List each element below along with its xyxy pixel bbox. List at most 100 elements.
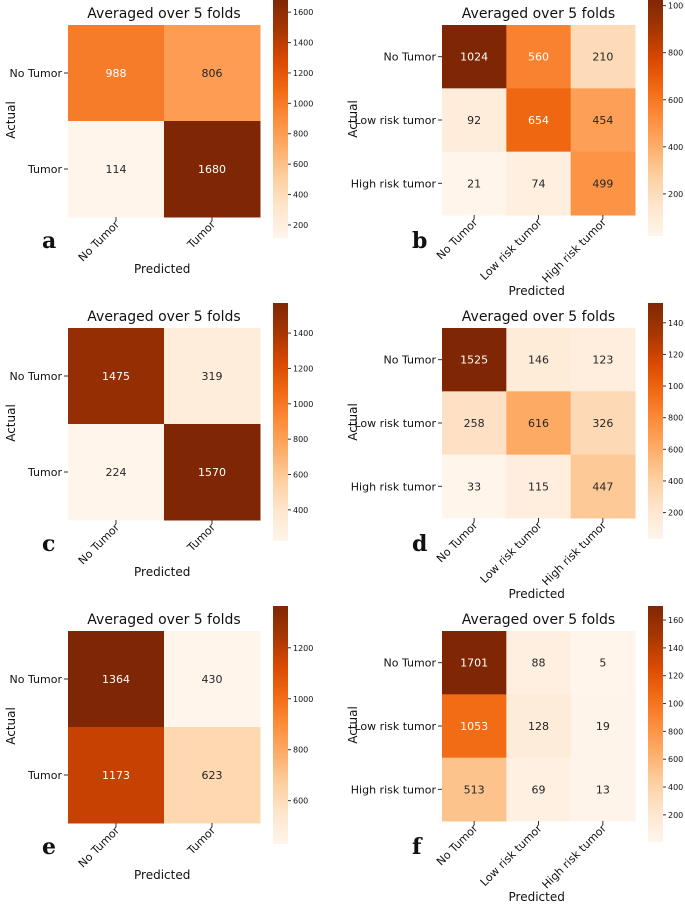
cell-value-label: 430 — [202, 673, 223, 686]
x-tick-label: Low risk tumor — [478, 216, 545, 283]
y-tick-label: Tumor — [27, 769, 62, 782]
x-axis-label: Predicted — [508, 890, 565, 904]
heatmap-cell — [570, 694, 636, 759]
x-tick-label: High risk tumor — [540, 216, 610, 286]
y-axis-label: Actual — [3, 404, 18, 442]
x-axis-label: Predicted — [508, 587, 565, 601]
heatmap-e: 1364 430 1173 623 No Tumor Tumor No Tumor Tumor… — [10, 606, 313, 871]
y-axis-label: Actual — [345, 403, 360, 441]
x-tick-label: Tumor — [184, 218, 218, 252]
colorbar-tick-label: 800 — [668, 49, 683, 58]
panel-b: 1024 560 210 92 654 454 21 74 499 No Tumor Low ris… — [342, 0, 684, 303]
x-axis-label: Predicted — [508, 284, 565, 298]
y-tick-label: High risk tumor — [351, 177, 437, 190]
colorbar-tick-label: 800 — [668, 727, 683, 736]
y-tick-label: High risk tumor — [351, 783, 437, 796]
heatmap-cell — [164, 727, 261, 824]
colorbar-tick-label: 1000 — [668, 700, 684, 709]
cell-value-label: 1680 — [198, 163, 226, 176]
cell-value-label: 1525 — [460, 354, 488, 367]
colorbar-tick-label: 1200 — [293, 69, 313, 78]
x-tick-label: No Tumor — [76, 824, 123, 871]
y-tick-label: Low risk tumor — [354, 114, 436, 127]
panel-f: 1701 88 5 1053 128 19 513 69 13 No Tumor Low risk … — [342, 606, 684, 909]
cell-value-label: 319 — [202, 370, 223, 383]
x-tick-label: High risk tumor — [540, 519, 610, 589]
heatmap-cell — [442, 88, 507, 153]
panel-letter: f — [412, 834, 422, 860]
y-tick-label: No Tumor — [384, 51, 437, 64]
colorbar — [648, 303, 663, 539]
chart-title: Averaged over 5 folds — [87, 6, 241, 22]
heatmap-cell — [506, 328, 572, 392]
colorbar-tick-label: 1600 — [293, 8, 313, 17]
cell-value-label: 115 — [528, 480, 549, 493]
colorbar-tick-label: 1400 — [668, 644, 684, 653]
heatmap-cell — [164, 328, 261, 425]
heatmap-cell — [506, 694, 572, 759]
chart-title: Averaged over 5 folds — [461, 6, 616, 22]
colorbar-tick-label: 1400 — [293, 39, 313, 48]
cell-value-label: 499 — [592, 177, 613, 190]
x-tick-label: Low risk tumor — [478, 822, 545, 889]
colorbar-tick-label: 600 — [668, 445, 683, 454]
cell-value-label: 1570 — [198, 466, 226, 479]
heatmap-cell — [442, 151, 507, 216]
x-tick-label: No Tumor — [434, 216, 481, 263]
y-axis-label: Actual — [345, 706, 360, 744]
heatmap-cell — [164, 631, 261, 728]
cell-value-label: 74 — [532, 177, 546, 190]
cell-value-label: 114 — [106, 163, 127, 176]
cell-value-label: 258 — [464, 417, 485, 430]
colorbar-tick-label: 1200 — [293, 644, 313, 653]
heatmap-cell — [442, 757, 507, 822]
heatmap-cell — [506, 631, 572, 695]
colorbar-tick-label: 1000 — [668, 382, 684, 391]
cell-value-label: 513 — [464, 783, 485, 796]
cell-value-label: 1364 — [102, 673, 130, 686]
colorbar-tick-label: 400 — [668, 143, 683, 152]
chart-title: Averaged over 5 folds — [461, 612, 616, 628]
colorbar-tick-label: 800 — [668, 414, 683, 423]
heatmap-cell — [570, 328, 636, 392]
cell-value-label: 88 — [532, 657, 546, 670]
heatmap-c: 1475 319 224 1570 No Tumor Tumor No Tumor Tumor… — [10, 303, 313, 567]
heatmap-cell — [442, 391, 507, 456]
colorbar-tick-label: 600 — [293, 160, 308, 169]
heatmap-cell — [506, 88, 572, 153]
y-tick-label: Tumor — [27, 163, 62, 176]
cell-value-label: 326 — [592, 417, 613, 430]
y-tick-label: No Tumor — [384, 657, 437, 670]
colorbar-tick-label: 1400 — [668, 319, 684, 328]
cell-value-label: 128 — [528, 720, 549, 733]
heatmap-cell — [506, 151, 572, 216]
cell-value-label: 1024 — [460, 51, 488, 64]
heatmap-cell — [68, 121, 165, 218]
colorbar-tick-label: 200 — [668, 190, 683, 199]
cell-value-label: 447 — [592, 480, 613, 493]
cell-value-label: 69 — [532, 783, 546, 796]
heatmap-cell — [164, 25, 261, 122]
heatmap-cell — [570, 151, 636, 216]
panel-e: 1364 430 1173 623 No Tumor Tumor No Tumor Tumor… — [0, 606, 342, 909]
cell-value-label: 1475 — [102, 370, 130, 383]
heatmap-cell — [68, 727, 165, 824]
y-tick-label: No Tumor — [10, 370, 63, 383]
heatmap-cell — [68, 328, 165, 425]
x-axis-label: Predicted — [134, 565, 191, 579]
panel-d: 1525 146 123 258 616 326 33 115 447 No Tumor Low r… — [342, 303, 684, 606]
cell-value-label: 210 — [592, 51, 613, 64]
y-tick-label: No Tumor — [10, 67, 63, 80]
y-axis-label: Actual — [3, 101, 18, 139]
panel-letter: c — [42, 531, 56, 557]
cell-value-label: 988 — [106, 67, 127, 80]
colorbar-tick-label: 800 — [293, 746, 308, 755]
y-tick-label: No Tumor — [10, 673, 63, 686]
cell-value-label: 616 — [528, 417, 549, 430]
cell-value-label: 654 — [528, 114, 549, 127]
heatmap-cell — [164, 121, 261, 218]
x-tick-label: No Tumor — [434, 822, 481, 869]
colorbar-tick-label: 600 — [293, 471, 308, 480]
